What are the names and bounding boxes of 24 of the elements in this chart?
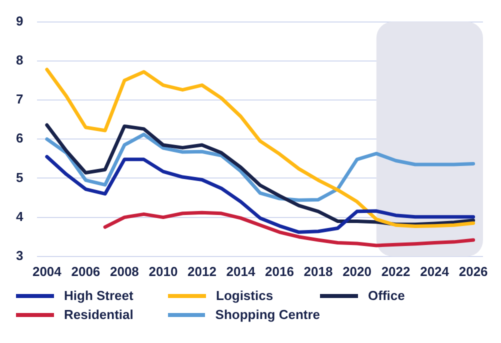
x-tick-label: 2004 [32, 264, 62, 279]
y-tick-label: 4 [16, 208, 24, 224]
y-tick-label: 8 [16, 52, 24, 68]
y-tick-label: 3 [16, 248, 24, 263]
x-tick-label: 2008 [110, 264, 139, 279]
x-tick-label: 2022 [381, 264, 410, 279]
x-tick-label: 2018 [304, 264, 333, 279]
x-tick-label: 2014 [226, 264, 256, 279]
legend-label: Shopping Centre [215, 307, 320, 322]
x-tick-label: 2024 [420, 264, 450, 279]
x-tick-label: 2010 [148, 264, 178, 279]
legend-label: High Street [64, 288, 134, 303]
legend-label: Logistics [216, 288, 274, 303]
y-tick-label: 5 [16, 170, 24, 185]
x-tick-label: 2006 [71, 264, 100, 279]
y-tick-label: 9 [16, 13, 24, 28]
x-tick-label: 2020 [342, 264, 372, 279]
y-tick-label: 7 [16, 92, 24, 107]
x-tick-label: 2026 [458, 264, 488, 279]
x-tick-label: 2012 [188, 264, 216, 279]
legend-label: Office [368, 288, 405, 303]
legend-label: Residential [64, 307, 134, 322]
x-tick-label: 2016 [265, 264, 294, 279]
y-tick-label: 6 [16, 130, 24, 146]
